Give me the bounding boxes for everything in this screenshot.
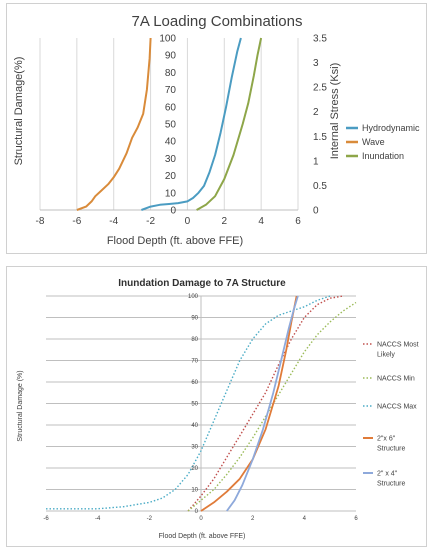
y2-tick-label: 1 xyxy=(313,156,319,167)
y-tick-label: 70 xyxy=(191,359,198,365)
y2-tick-label: 0 xyxy=(313,206,319,217)
y2-tick-label: 3.5 xyxy=(313,34,327,45)
legend-entry-wave: Wave xyxy=(362,137,385,147)
y-tick-label: 60 xyxy=(191,380,198,386)
series-line-wave xyxy=(76,37,152,211)
y-tick-label: 90 xyxy=(191,316,198,322)
chart-title: Inundation Damage to 7A Structure xyxy=(118,278,286,289)
y-tick-label: 50 xyxy=(191,402,198,408)
y-axis-label: Structural Damage (%) xyxy=(17,370,24,441)
y-tick-label: 40 xyxy=(191,423,198,429)
y-axis-label: Structural Damage(%) xyxy=(13,57,25,166)
x-axis-label: Flood Depth (ft. above FFE) xyxy=(159,533,246,540)
chart-title: 7A Loading Combinations xyxy=(132,13,303,30)
series-line-2-x-6-structure xyxy=(200,295,298,512)
legend-entry-hydrodynamic: Hydrodynamic xyxy=(362,123,420,133)
chart-loading-combinations: -8 -6 -4 -2 0 2 4 6010203040506070809010000.511… xyxy=(6,3,427,254)
x-tick-label: -8 xyxy=(36,216,45,227)
x-tick-label: -2 xyxy=(146,216,155,227)
x-tick-label: -6 xyxy=(72,216,81,227)
y2-axis-label: Internal Stress (Ksi) xyxy=(329,63,341,160)
y-tick-label: 60 xyxy=(165,102,177,113)
y-tick-label: 10 xyxy=(191,488,198,494)
y-tick-label: 100 xyxy=(159,34,176,45)
y-tick-label: 90 xyxy=(165,51,177,62)
x-tick-label: 2 xyxy=(222,216,228,227)
y-tick-label: 30 xyxy=(165,154,177,165)
series-line-inundation xyxy=(196,37,263,211)
x-tick-label: 4 xyxy=(303,516,307,522)
x-tick-label: 2 xyxy=(251,516,255,522)
y-tick-label: 0 xyxy=(170,206,176,217)
legend-entry-naccs-most-likely: NACCS Most Likely xyxy=(377,342,419,359)
x-tick-label: -4 xyxy=(109,216,118,227)
x-tick-label: 0 xyxy=(199,516,203,522)
legend-entry-2-x-6-structure: 2"x 6" Structure xyxy=(377,436,406,453)
series-line-2-x-4-structure xyxy=(226,295,299,512)
y-tick-label: 0 xyxy=(195,509,199,515)
y2-tick-label: 0.5 xyxy=(313,181,327,192)
y2-tick-label: 2 xyxy=(313,107,319,118)
y-tick-label: 20 xyxy=(191,466,198,472)
x-tick-label: 6 xyxy=(295,216,301,227)
x-tick-label: -6 xyxy=(43,516,49,522)
x-tick-label: 0 xyxy=(185,216,191,227)
y-tick-label: 70 xyxy=(165,85,177,96)
x-tick-label: 4 xyxy=(258,216,264,227)
y-tick-label: 30 xyxy=(191,445,198,451)
series-line-hydrodynamic xyxy=(141,37,242,211)
y-tick-label: 10 xyxy=(165,188,177,199)
chart-inundation-damage: 0 10 20 30 40 50 60 70 80 90 100 -6 -4 -2 0 2 4 6 NACCS M… xyxy=(6,266,427,547)
legend-entry-inundation: Inundation xyxy=(362,151,404,161)
x-tick-label: -4 xyxy=(95,516,101,522)
x-tick-label: -2 xyxy=(147,516,153,522)
y2-tick-label: 2.5 xyxy=(313,83,327,94)
y-tick-label: 80 xyxy=(191,337,198,343)
series-line-naccs-min xyxy=(187,301,357,512)
legend-entry-naccs-min: NACCS Min xyxy=(377,376,415,383)
y2-tick-label: 1.5 xyxy=(313,132,327,143)
x-axis-label: Flood Depth (ft. above FFE) xyxy=(107,235,243,247)
legend-entry-naccs-max: NACCS Max xyxy=(377,404,417,411)
y2-tick-label: 3 xyxy=(313,58,319,69)
legend-entry-2-x-4-structure: 2" x 4" Structure xyxy=(377,471,406,488)
y-tick-label: 80 xyxy=(165,68,177,79)
y-tick-label: 40 xyxy=(165,137,177,148)
y-tick-label: 100 xyxy=(188,294,199,300)
x-tick-label: 6 xyxy=(354,516,358,522)
y-tick-label: 50 xyxy=(165,120,177,131)
y-tick-label: 20 xyxy=(165,171,177,182)
